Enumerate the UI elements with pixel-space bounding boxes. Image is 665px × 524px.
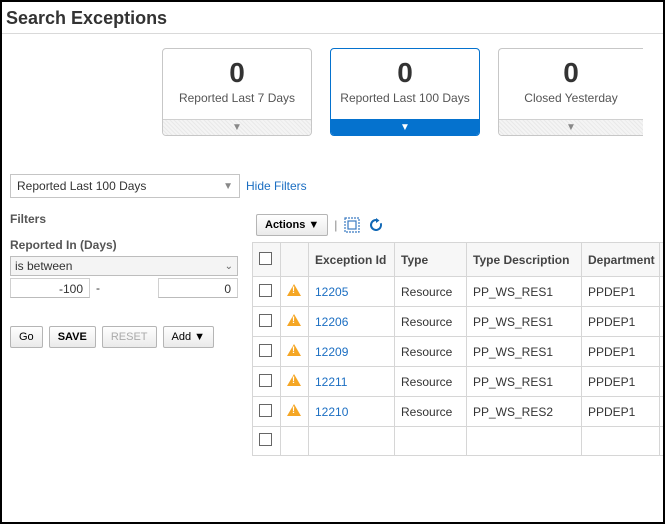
save-button[interactable]: SAVE	[49, 326, 96, 348]
cell-department: PPDEP1	[582, 337, 660, 367]
chevron-down-icon: ⌄	[225, 261, 233, 272]
table-row: 12211 ResourcePP_WS_RES1PPDEP137	[253, 367, 664, 397]
warning-icon	[287, 314, 301, 326]
row-checkbox[interactable]	[259, 314, 272, 327]
saved-view-dropdown[interactable]: Reported Last 100 Days ▼	[10, 174, 240, 198]
column-header[interactable]: Exception Id	[309, 243, 395, 277]
summary-card-label: Reported Last 7 Days	[163, 91, 311, 119]
cell-j: 37	[660, 397, 664, 427]
cell-department: PPDEP1	[582, 397, 660, 427]
cell-type-description: PP_WS_RES1	[467, 337, 582, 367]
table-row: 12209 ResourcePP_WS_RES1PPDEP137	[253, 337, 664, 367]
column-header[interactable]	[281, 243, 309, 277]
cell-type-description: PP_WS_RES1	[467, 307, 582, 337]
row-checkbox[interactable]	[259, 344, 272, 357]
row-checkbox[interactable]	[259, 374, 272, 387]
cell-j: 37	[660, 367, 664, 397]
summary-card[interactable]: 0Reported Last 100 Days▼	[330, 48, 480, 136]
hide-filters-link[interactable]: Hide Filters	[246, 179, 307, 193]
summary-cards-row: 0Reported Last 7 Days▼0Reported Last 100…	[2, 34, 663, 146]
saved-view-value: Reported Last 100 Days	[17, 179, 146, 193]
exception-id-link[interactable]: 12210	[315, 405, 348, 419]
column-header[interactable]: Type	[395, 243, 467, 277]
summary-card-count: 0	[331, 49, 479, 91]
warning-icon	[287, 374, 301, 386]
filter-bar: Reported Last 100 Days ▼ Hide Filters	[2, 146, 663, 206]
table-row: 12205 ResourcePP_WS_RES1PPDEP136	[253, 277, 664, 307]
table-row	[253, 427, 664, 456]
cell-type: Resource	[395, 277, 467, 307]
exception-id-link[interactable]: 12206	[315, 315, 348, 329]
summary-card-count: 0	[163, 49, 311, 91]
page-title: Search Exceptions	[2, 2, 663, 34]
select-all-checkbox[interactable]	[259, 252, 272, 265]
summary-card-label: Closed Yesterday	[499, 91, 643, 119]
range-dash: -	[90, 281, 106, 295]
cell-j: 37	[660, 337, 664, 367]
operator-value: is between	[15, 259, 72, 273]
row-checkbox[interactable]	[259, 404, 272, 417]
warning-icon	[287, 344, 301, 356]
detach-icon[interactable]	[343, 216, 361, 234]
range-from-input[interactable]: -100	[10, 278, 90, 298]
cell-department: PPDEP1	[582, 277, 660, 307]
cell-type: Resource	[395, 367, 467, 397]
column-header[interactable]	[253, 243, 281, 277]
row-checkbox[interactable]	[259, 284, 272, 297]
range-to-input[interactable]: 0	[158, 278, 238, 298]
actions-button[interactable]: Actions ▼	[256, 214, 328, 236]
column-header[interactable]: Department	[582, 243, 660, 277]
summary-card-expand[interactable]: ▼	[499, 119, 643, 135]
summary-card[interactable]: 0Reported Last 7 Days▼	[162, 48, 312, 136]
cell-j: 37	[660, 307, 664, 337]
table-row: 12206 ResourcePP_WS_RES1PPDEP137	[253, 307, 664, 337]
results-panel: Actions ▼ | Exception IdTypeType Descrip…	[252, 212, 663, 456]
cell-department: PPDEP1	[582, 367, 660, 397]
refresh-icon[interactable]	[367, 216, 385, 234]
cell-type: Resource	[395, 397, 467, 427]
table-toolbar: Actions ▼ |	[252, 212, 663, 242]
add-button[interactable]: Add ▼	[163, 326, 215, 348]
summary-card-count: 0	[499, 49, 643, 91]
column-header[interactable]: Type Description	[467, 243, 582, 277]
exceptions-table: Exception IdTypeType DescriptionDepartme…	[252, 242, 663, 456]
operator-select[interactable]: is between ⌄	[10, 256, 238, 276]
reset-button[interactable]: RESET	[102, 326, 157, 348]
toolbar-separator: |	[334, 218, 337, 232]
cell-type: Resource	[395, 307, 467, 337]
warning-icon	[287, 404, 301, 416]
warning-icon	[287, 284, 301, 296]
summary-card-label: Reported Last 100 Days	[331, 91, 479, 119]
cell-type-description: PP_WS_RES1	[467, 367, 582, 397]
cell-type-description: PP_WS_RES2	[467, 397, 582, 427]
range-row: -100 - 0	[10, 278, 238, 298]
exception-id-link[interactable]: 12211	[315, 375, 347, 389]
cell-department: PPDEP1	[582, 307, 660, 337]
summary-card[interactable]: 0Closed Yesterday▼	[498, 48, 643, 136]
go-button[interactable]: Go	[10, 326, 43, 348]
summary-card-expand[interactable]: ▼	[331, 119, 479, 135]
column-header[interactable]: J	[660, 243, 664, 277]
cell-type-description: PP_WS_RES1	[467, 277, 582, 307]
cell-j: 36	[660, 277, 664, 307]
table-row: 12210 ResourcePP_WS_RES2PPDEP137	[253, 397, 664, 427]
chevron-down-icon: ▼	[223, 181, 233, 192]
cell-type: Resource	[395, 337, 467, 367]
reported-in-label: Reported In (Days)	[10, 238, 238, 252]
exception-id-link[interactable]: 12205	[315, 285, 348, 299]
filters-heading: Filters	[10, 212, 238, 226]
filters-panel: Filters Reported In (Days) is between ⌄ …	[10, 212, 238, 348]
exception-id-link[interactable]: 12209	[315, 345, 348, 359]
summary-card-expand[interactable]: ▼	[163, 119, 311, 135]
row-checkbox[interactable]	[259, 433, 272, 446]
